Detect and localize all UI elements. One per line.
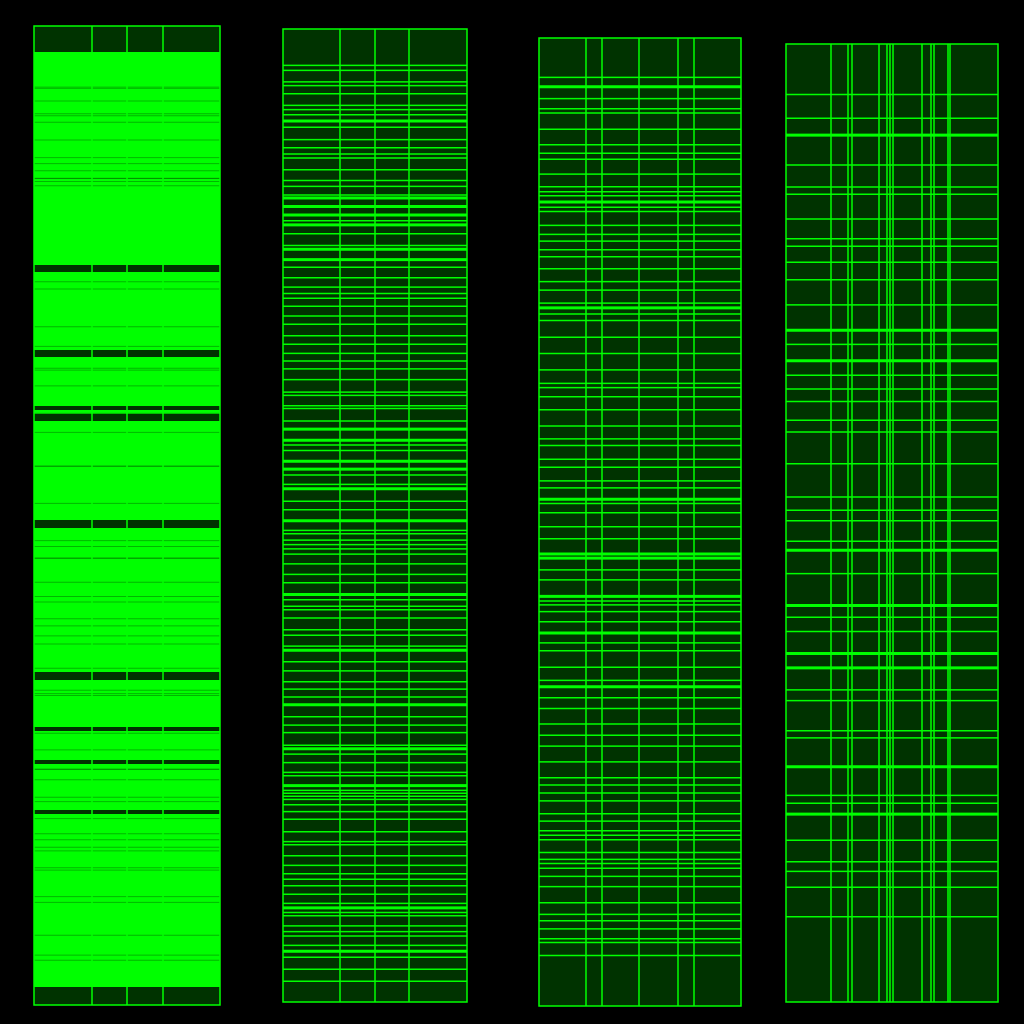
panel-background	[539, 38, 741, 1006]
panel-border	[785, 43, 999, 1003]
panel-border	[538, 37, 742, 1007]
panel-4	[785, 43, 999, 1003]
panel-border	[33, 25, 221, 1006]
panel-3	[538, 37, 742, 1007]
panel-border	[282, 28, 468, 1003]
panel-background	[786, 44, 998, 1002]
panels-layer	[33, 25, 999, 1007]
panel-2	[282, 28, 468, 1003]
panel-1	[33, 25, 221, 1006]
